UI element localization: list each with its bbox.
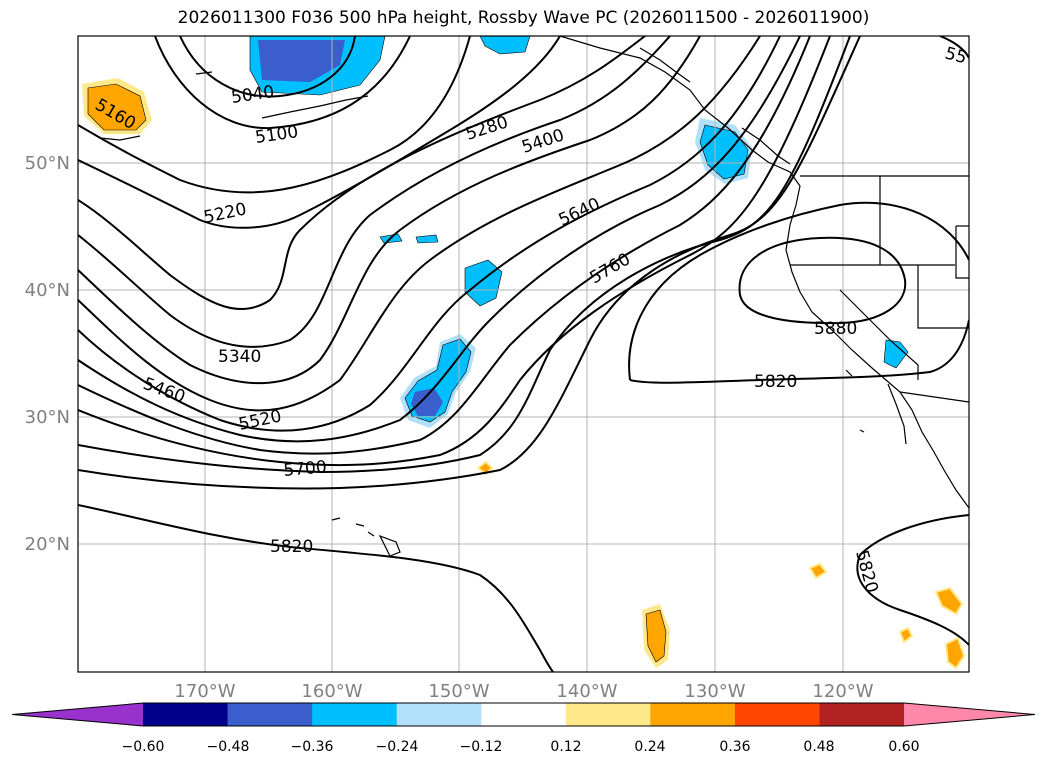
colorbar-tick-label: −0.12	[460, 739, 503, 755]
contour-label: 5700	[283, 457, 328, 481]
lon-axis: 170°W 160°W 150°W 140°W 130°W 120°W	[174, 681, 873, 702]
colorbar-bin	[650, 703, 736, 726]
lat-tick-label: 20°N	[25, 534, 70, 555]
coastlines	[99, 36, 969, 557]
colorbar-tick-label: −0.60	[122, 739, 165, 755]
colorbar-tick-label: 0.48	[803, 739, 834, 755]
plot-area	[78, 36, 969, 672]
colorbar-tick-label: −0.36	[291, 739, 334, 755]
colorbar-bin	[565, 703, 651, 726]
lat-tick-label: 50°N	[25, 153, 70, 174]
positive-anomaly-patch	[808, 562, 828, 580]
lat-tick-label: 40°N	[25, 280, 70, 301]
colorbar-tick-label: 0.24	[634, 739, 665, 755]
colorbar	[11, 702, 1036, 727]
colorbar-tick-label: 0.60	[888, 739, 919, 755]
positive-anomaly-patch	[898, 626, 914, 644]
colorbar-tick-label: −0.24	[376, 739, 419, 755]
lon-tick-label: 120°W	[812, 681, 873, 702]
colorbar-bin	[481, 703, 567, 726]
contour-label: 5880	[814, 319, 857, 339]
lon-tick-label: 140°W	[556, 681, 617, 702]
negative-anomaly-core	[258, 40, 345, 82]
lon-tick-label: 130°W	[684, 681, 745, 702]
lat-axis: 50°N 40°N 30°N 20°N	[25, 153, 70, 555]
negative-anomaly-patch	[883, 339, 909, 369]
colorbar-bin	[734, 703, 820, 726]
colorbar-tick-label: −0.48	[207, 739, 250, 755]
colorbar-extend-min	[12, 703, 143, 726]
positive-anomaly-patch	[944, 636, 966, 670]
contour-label: 5820	[270, 537, 313, 557]
colorbar-ticks: −0.60 −0.48 −0.36 −0.24 −0.12 0.12 0.24 …	[122, 739, 920, 755]
lon-tick-label: 150°W	[428, 681, 489, 702]
map-title: 2026011300 F036 500 hPa height, Rossby W…	[177, 8, 870, 28]
plot-frame	[77, 35, 970, 673]
positive-anomaly-patch	[934, 586, 964, 616]
colorbar-tick-label: 0.36	[719, 739, 750, 755]
colorbar-bin	[396, 703, 482, 726]
graticule	[78, 36, 969, 672]
negative-anomaly-patch	[415, 234, 439, 244]
colorbar-tick-label: 0.12	[550, 739, 581, 755]
contour-label: 5340	[218, 347, 261, 367]
positive-anomaly-patch	[87, 83, 147, 131]
colorbar-bin	[819, 703, 905, 726]
negative-anomaly-core	[411, 388, 443, 416]
positive-anomaly-patch	[476, 460, 494, 476]
colorbar-bin	[312, 703, 398, 726]
colorbar-extend-max	[904, 703, 1035, 726]
colorbar-outline	[11, 702, 1036, 727]
positive-anomaly-patch	[645, 609, 667, 663]
lat-tick-label: 30°N	[25, 407, 70, 428]
colorbar-bin	[227, 703, 313, 726]
contour-label: 5820	[754, 372, 797, 392]
lon-tick-label: 160°W	[301, 681, 362, 702]
colorbar-bin	[143, 703, 229, 726]
lon-tick-label: 170°W	[174, 681, 235, 702]
height-contours	[78, 36, 969, 672]
negative-anomaly-patch	[479, 36, 531, 55]
